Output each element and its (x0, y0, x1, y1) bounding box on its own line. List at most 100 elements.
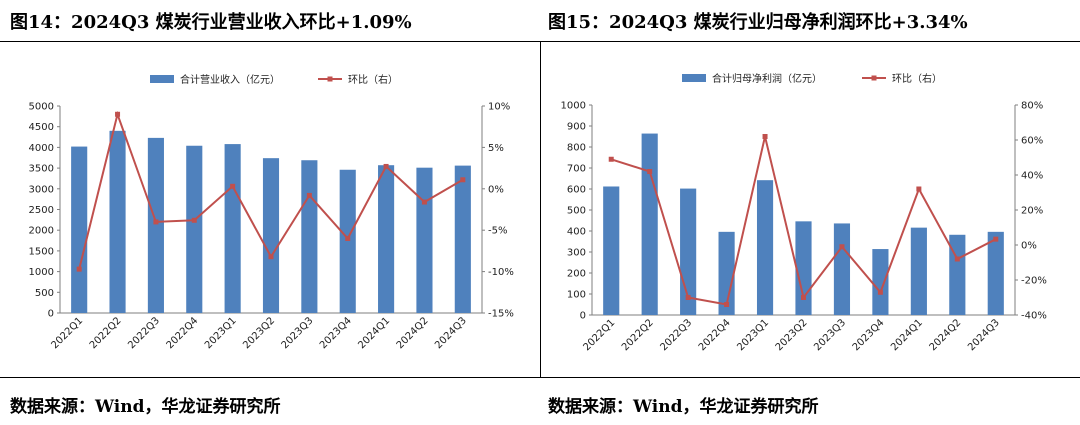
qoq-point-2023Q1 (230, 183, 236, 189)
left-axis-tick-label: 700 (567, 164, 586, 175)
right-axis-tick-label: 0% (1021, 241, 1037, 252)
x-axis-category-label: 2024Q3 (966, 317, 1002, 353)
right-axis-tick-label: 80% (1021, 101, 1043, 112)
right-axis-tick-label: -5% (488, 226, 507, 237)
qoq-point-2023Q3 (306, 192, 312, 198)
left-axis-tick-label: 100 (567, 290, 586, 301)
qoq-point-2023Q4 (877, 289, 883, 295)
x-axis-category-label: 2023Q3 (812, 317, 848, 353)
bar-2024Q2 (949, 234, 966, 315)
qoq-point-2024Q1 (383, 163, 389, 169)
top-rule (0, 41, 1080, 42)
x-axis-category-label: 2023Q3 (280, 315, 316, 351)
legend-line-marker (871, 75, 877, 81)
x-axis-category-label: 2022Q2 (88, 315, 124, 351)
left-axis-tick-label: 500 (567, 206, 586, 217)
legend-bar-label: 合计归母净利润（亿元） (712, 72, 822, 85)
left-axis-tick-label: 600 (567, 185, 586, 196)
figure-14-source: 数据来源：Wind，华龙证券研究所 (10, 397, 281, 417)
net-profit-chart: 0 100 200 300 400 500 600 700 800 900 1000 -40% -20%… (561, 72, 1047, 353)
qoq-point-2022Q3 (153, 219, 159, 225)
right-axis-tick-label: 20% (1021, 206, 1043, 217)
left-axis-tick-label: 3000 (29, 184, 54, 195)
x-axis-category-label: 2022Q3 (126, 315, 162, 351)
left-axis-tick-label: 200 (567, 269, 586, 280)
bottom-rule (0, 377, 1080, 378)
left-axis-tick-label: 4500 (29, 122, 54, 133)
figure-14-title: 图14：2024Q3 煤炭行业营业收入环比+1.09% (10, 12, 412, 33)
x-axis-category-label: 2022Q1 (582, 317, 618, 353)
bar-2023Q1 (756, 180, 774, 315)
left-axis-tick-label: 800 (567, 143, 586, 154)
legend-bar-swatch (150, 75, 174, 83)
x-axis-category-label: 2022Q4 (165, 315, 201, 351)
figure-15-title: 图15：2024Q3 煤炭行业归母净利润环比+3.34% (548, 12, 968, 33)
qoq-point-2024Q1 (916, 186, 922, 192)
x-axis-category-label: 2024Q3 (433, 315, 469, 351)
bar-2024Q3 (987, 231, 1004, 315)
right-axis-tick-label: 40% (1021, 171, 1043, 182)
left-axis-tick-label: 1500 (29, 246, 54, 257)
bar-2022Q1 (603, 186, 620, 315)
left-axis-tick-label: 400 (567, 227, 586, 238)
right-axis-tick-label: -40% (1021, 311, 1047, 322)
right-axis-tick-label: 0% (488, 184, 504, 195)
revenue-chart: 0 500 1000 1500 2000 2500 3000 3500 4000 4500 5000… (29, 73, 514, 351)
bar-2024Q3 (454, 165, 471, 313)
right-axis-tick-label: 5% (488, 143, 504, 154)
x-axis-category-label: 2023Q4 (318, 315, 354, 351)
legend-line-label: 环比（右） (348, 73, 398, 86)
x-axis-category-label: 2024Q2 (395, 315, 431, 351)
left-axis-tick-label: 1000 (561, 101, 586, 112)
right-axis-tick-label: 60% (1021, 136, 1043, 147)
legend-bar-swatch (682, 74, 706, 82)
qoq-point-2023Q3 (839, 244, 845, 250)
legend-line-marker (327, 76, 333, 82)
left-axis-tick-label: 900 (567, 122, 586, 133)
qoq-point-2023Q2 (801, 295, 806, 300)
qoq-point-2022Q4 (191, 217, 197, 223)
bar-2024Q1 (910, 227, 927, 315)
x-axis-category-label: 2023Q2 (241, 315, 277, 351)
figure-15-source: 数据来源：Wind，华龙证券研究所 (548, 397, 819, 417)
left-axis-tick-label: 5000 (29, 102, 54, 113)
qoq-point-2024Q3 (460, 177, 466, 183)
left-axis-tick-label: 3500 (29, 164, 54, 175)
qoq-point-2024Q3 (993, 236, 999, 242)
left-axis-tick-label: 0 (580, 311, 586, 322)
legend-bar-label: 合计营业收入（亿元） (180, 73, 280, 86)
qoq-point-2023Q1 (762, 134, 768, 139)
right-axis-tick-label: -10% (488, 267, 514, 278)
x-axis-category-label: 2022Q2 (620, 317, 656, 353)
left-axis-tick-label: 0 (48, 309, 54, 320)
bar-2023Q4 (872, 249, 889, 315)
x-axis-category-label: 2023Q1 (735, 317, 771, 353)
qoq-point-2024Q2 (421, 199, 427, 205)
bar-2022Q2 (641, 133, 658, 315)
bar-2024Q2 (416, 167, 433, 313)
bar-2023Q3 (301, 160, 318, 313)
left-axis-tick-label: 2000 (29, 226, 54, 237)
qoq-point-2024Q2 (954, 256, 960, 262)
qoq-point-2022Q3 (685, 295, 691, 300)
x-axis-category-label: 2023Q2 (774, 317, 810, 353)
left-axis-tick-label: 4000 (29, 143, 54, 154)
bar-2022Q4 (718, 231, 735, 315)
left-axis-tick-label: 1000 (29, 267, 54, 278)
legend-line-label: 环比（右） (892, 72, 942, 85)
right-axis-tick-label: -20% (1021, 276, 1047, 287)
x-axis-category-label: 2024Q1 (889, 317, 925, 353)
qoq-point-2022Q2 (647, 169, 653, 174)
bar-2023Q2 (262, 158, 280, 313)
x-axis-category-label: 2022Q1 (49, 315, 85, 351)
qoq-point-2022Q4 (724, 302, 730, 307)
qoq-point-2023Q2 (268, 254, 274, 260)
qoq-point-2022Q1 (608, 156, 614, 162)
bar-2023Q1 (224, 144, 241, 313)
qoq-point-2022Q1 (76, 266, 82, 272)
left-axis-tick-label: 300 (567, 248, 586, 259)
bar-2022Q4 (186, 145, 203, 313)
x-axis-category-label: 2024Q1 (356, 315, 392, 351)
bar-2023Q4 (339, 169, 356, 313)
qoq-point-2022Q2 (115, 111, 121, 117)
